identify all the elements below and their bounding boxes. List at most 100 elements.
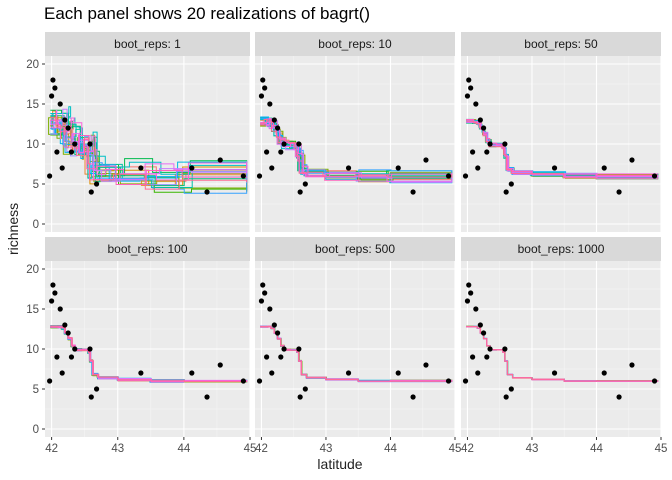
x-tick-label: 43: [320, 443, 333, 455]
x-axis-title: latitude: [317, 456, 363, 472]
facet-panel: boot_reps: 1000 42 43 44 45: [461, 237, 667, 455]
data-point: [475, 370, 481, 376]
data-point: [267, 101, 273, 107]
y-tick-label: 15: [26, 99, 39, 111]
data-point: [256, 173, 263, 179]
data-point: [256, 378, 263, 384]
facet-panel: boot_reps: 50: [461, 32, 662, 232]
data-point: [473, 306, 479, 312]
x-tick-label: 42: [255, 443, 268, 455]
data-point: [65, 330, 71, 336]
data-point: [269, 370, 275, 376]
facet-strip: [255, 32, 455, 56]
data-point: [269, 165, 275, 171]
data-point: [49, 93, 55, 99]
data-point: [258, 93, 265, 99]
data-point: [260, 77, 266, 83]
data-point: [47, 173, 53, 179]
data-point: [445, 173, 452, 179]
data-point: [462, 378, 469, 384]
data-point: [601, 370, 607, 376]
data-point: [217, 362, 223, 368]
data-point: [508, 386, 514, 392]
data-point: [87, 346, 93, 352]
realization-line: [50, 117, 248, 181]
data-point: [88, 189, 94, 195]
data-point: [88, 394, 94, 400]
y-axis-title: richness: [5, 202, 21, 255]
data-point: [260, 282, 266, 288]
data-point: [296, 346, 302, 352]
data-point: [551, 165, 558, 171]
data-point: [508, 181, 514, 187]
data-point: [616, 394, 622, 400]
data-point: [487, 141, 493, 147]
data-point: [274, 125, 281, 131]
data-point: [68, 149, 75, 155]
data-point: [503, 394, 509, 400]
data-point: [423, 157, 429, 163]
data-point: [274, 330, 281, 336]
data-point: [217, 157, 223, 163]
data-point: [138, 165, 144, 171]
facet-strip: [461, 32, 661, 56]
data-point: [470, 354, 476, 360]
data-point: [52, 290, 58, 296]
x-tick-label: 45: [244, 443, 257, 455]
facet-strip-label: boot_reps: 500: [315, 242, 395, 256]
data-point: [477, 322, 483, 328]
data-point: [62, 322, 68, 328]
data-point: [345, 370, 352, 376]
data-point: [651, 378, 658, 384]
data-point: [503, 189, 509, 195]
data-point: [297, 394, 303, 400]
y-tick-label: 20: [26, 264, 39, 276]
data-point: [551, 370, 558, 376]
data-point: [57, 306, 63, 312]
data-point: [502, 141, 508, 147]
data-point: [278, 149, 284, 155]
data-point: [49, 298, 55, 304]
data-point: [464, 93, 471, 99]
x-tick-label: 44: [177, 443, 190, 455]
data-point: [52, 85, 58, 91]
data-point: [72, 141, 78, 147]
data-point: [629, 157, 635, 163]
facet-strip: [255, 237, 455, 261]
data-point: [484, 354, 490, 360]
data-point: [204, 189, 210, 195]
data-point: [59, 370, 65, 376]
data-point: [651, 173, 658, 179]
data-point: [487, 346, 493, 352]
data-point: [54, 354, 60, 360]
data-point: [57, 101, 63, 107]
facet-strip: [45, 237, 250, 261]
facet-strip-label: boot_reps: 1: [114, 37, 181, 51]
facet-strip: [45, 32, 250, 56]
data-point: [264, 149, 270, 155]
y-tick-label: 5: [33, 179, 39, 191]
data-point: [62, 117, 68, 123]
data-point: [296, 141, 302, 147]
realization-line: [50, 117, 248, 190]
facet-panel: boot_reps: 1 0 5 10 15 20: [26, 32, 251, 232]
facet-panel: boot_reps: 500 42 43 44 45: [255, 237, 461, 455]
data-point: [464, 298, 471, 304]
data-point: [470, 149, 476, 155]
x-tick-label: 42: [45, 443, 58, 455]
realization-line: [466, 120, 659, 179]
data-point: [189, 370, 195, 376]
data-point: [240, 173, 246, 179]
data-point: [616, 189, 622, 195]
data-point: [93, 181, 100, 187]
data-point: [477, 117, 483, 123]
facet-strip-label: boot_reps: 50: [524, 37, 598, 51]
data-point: [473, 101, 479, 107]
data-point: [47, 378, 53, 384]
data-point: [204, 394, 210, 400]
data-point: [258, 298, 265, 304]
y-tick-label: 15: [26, 304, 39, 316]
realization-line: [50, 108, 248, 182]
